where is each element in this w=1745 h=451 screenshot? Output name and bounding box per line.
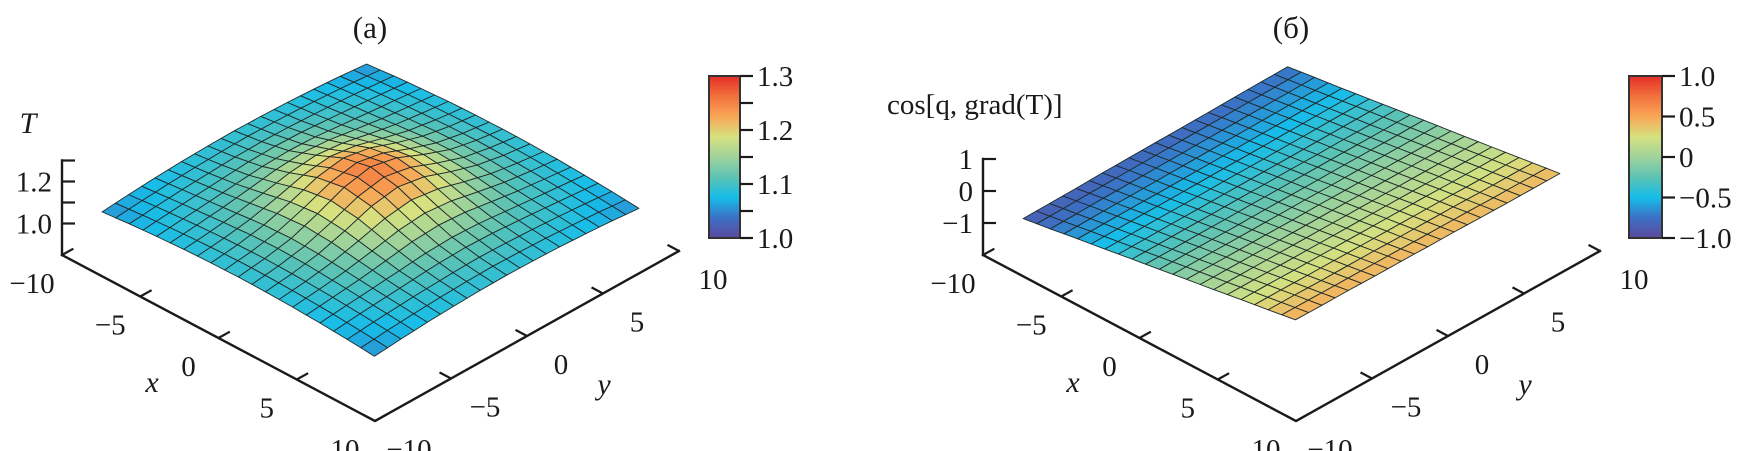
colorbar: 1.0 1.1 1.2 1.3 (708, 61, 793, 255)
x-tick-label: −5 (1016, 310, 1047, 342)
x-tick (61, 247, 74, 256)
surface-cell (1281, 307, 1310, 321)
colorbar-tick-label: 1.0 (1679, 61, 1715, 93)
x-tick (982, 247, 995, 256)
y-axis-label: y (1515, 368, 1532, 401)
x-tick (1060, 289, 1074, 298)
panel-title: (б) (1273, 10, 1309, 45)
y-tick (514, 328, 528, 337)
x-tick (1295, 413, 1308, 422)
y-tick (1283, 413, 1297, 422)
y-tick-label: 5 (1551, 307, 1566, 339)
x-tick (1217, 372, 1230, 381)
colorbar-gradient (1629, 76, 1662, 238)
z-tick-label: 1 (959, 144, 974, 176)
axes: −10 −5 0 5 10 −10 −5 0 5 10 x y 1.0 1.2 (9, 159, 728, 451)
z-axis-label: cos[q, grad(T)] (887, 89, 1063, 121)
y-tick-label: −10 (1307, 434, 1352, 451)
z-tick-label: 0 (959, 176, 974, 208)
x-tick-label: 5 (260, 393, 275, 425)
colorbar-tick-label: −0.5 (1679, 183, 1732, 215)
y-tick (1359, 371, 1373, 380)
y-tick (438, 371, 452, 380)
x-tick (217, 330, 231, 339)
surface (101, 63, 640, 357)
z-tick-label: 1.2 (16, 167, 52, 199)
y-tick-label: 5 (630, 307, 645, 339)
x-axis-label: x (144, 366, 159, 399)
colorbar-tick-label: −1.0 (1679, 223, 1732, 255)
x-tick-label: 10 (1252, 434, 1281, 451)
x-tick-label: −10 (9, 268, 54, 300)
x-tick (1138, 330, 1152, 339)
x-tick-label: 5 (1181, 393, 1196, 425)
x-axis-label: x (1065, 366, 1080, 399)
y-tick-label: −5 (470, 392, 501, 424)
colorbar-tick-label: 0.5 (1679, 102, 1715, 134)
y-tick (666, 243, 680, 252)
y-tick-label: 0 (1475, 349, 1490, 381)
x-tick-label: −10 (930, 268, 975, 300)
x-tick (139, 289, 153, 298)
y-tick-label: −10 (386, 434, 431, 451)
z-tick-label: −1 (942, 208, 973, 240)
surface (1022, 66, 1561, 321)
y-tick-label: 10 (1620, 264, 1649, 296)
z-tick-label: 1.0 (16, 209, 52, 241)
y-tick-label: −5 (1391, 392, 1422, 424)
y-tick-label: 0 (554, 349, 569, 381)
x-tick-label: −5 (95, 310, 126, 342)
surface-cell (360, 338, 389, 357)
x-tick-label: 0 (181, 351, 196, 383)
colorbar: −1.0 −0.5 0 0.5 1.0 (1628, 61, 1732, 255)
y-tick (362, 413, 376, 422)
colorbar-tick-label: 0 (1679, 142, 1694, 174)
panel-title: (a) (353, 10, 387, 45)
x-tick-label: 0 (1102, 351, 1117, 383)
y-tick (1511, 286, 1525, 295)
colorbar-tick-label: 1.1 (757, 169, 793, 201)
x-tick-label: 10 (331, 434, 360, 451)
colorbar-tick-label: 1.3 (757, 61, 793, 93)
x-tick (296, 372, 309, 381)
colorbar-tick-label: 1.0 (757, 223, 793, 255)
y-tick (1587, 243, 1601, 252)
y-axis-label: y (594, 368, 611, 401)
y-tick-label: 10 (699, 264, 728, 296)
y-tick (1435, 328, 1449, 337)
colorbar-gradient (709, 76, 740, 238)
colorbar-tick-label: 1.2 (757, 115, 793, 147)
y-tick (590, 286, 604, 295)
z-axis-label: T (20, 107, 39, 140)
x-tick (374, 413, 387, 422)
